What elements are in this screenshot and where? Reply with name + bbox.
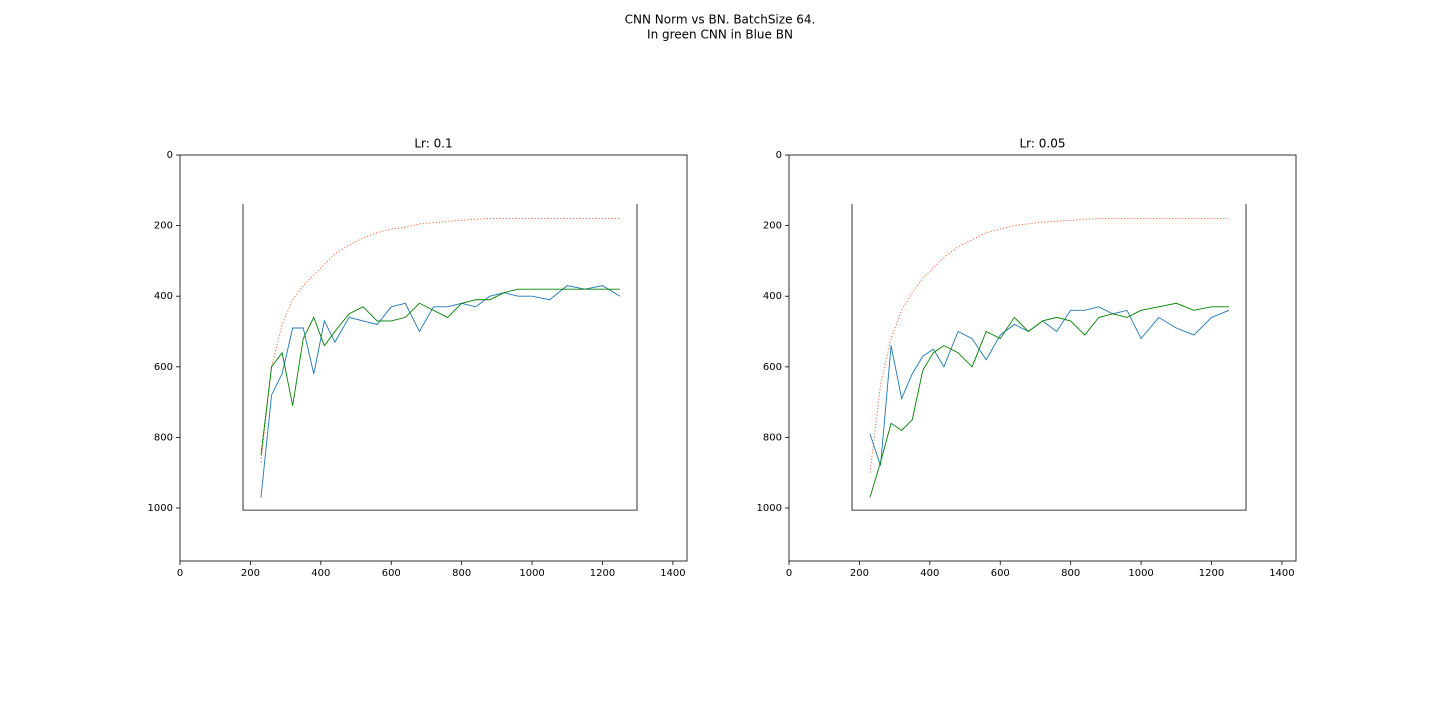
- x-tick-label: 600: [991, 568, 1010, 579]
- series-line: [869, 218, 1230, 473]
- y-tick-label: 1000: [757, 503, 782, 514]
- y-tick-label: 0: [776, 150, 782, 161]
- series-line: [260, 288, 621, 456]
- x-tick-label: 1200: [1199, 568, 1224, 579]
- x-tick-label: 1200: [590, 568, 615, 579]
- x-tick-label: 0: [786, 568, 792, 579]
- x-tick-label: 800: [1061, 568, 1080, 579]
- x-tick-label: 200: [241, 568, 260, 579]
- y-tick-label: 600: [154, 362, 173, 373]
- y-tick-label: 600: [763, 362, 782, 373]
- x-tick-label: 200: [850, 568, 869, 579]
- x-tick-label: 400: [311, 568, 330, 579]
- y-tick-label: 200: [763, 221, 782, 232]
- axes-frame: [788, 154, 1297, 562]
- axes-frame: [179, 154, 688, 562]
- image-frame: [851, 204, 1247, 511]
- series-line: [260, 218, 621, 463]
- y-tick-label: 400: [763, 291, 782, 302]
- series-line: [260, 285, 621, 498]
- y-tick-label: 800: [154, 432, 173, 443]
- series-line: [869, 302, 1230, 498]
- image-frame: [242, 204, 638, 511]
- chart-title: Lr: 0.05: [1020, 137, 1066, 151]
- x-tick-label: 400: [920, 568, 939, 579]
- x-tick-label: 1000: [1128, 568, 1153, 579]
- x-tick-label: 1000: [519, 568, 544, 579]
- figure-title: CNN Norm vs BN. BatchSize 64.: [625, 13, 816, 27]
- y-tick-label: 400: [154, 291, 173, 302]
- y-tick-label: 800: [763, 432, 782, 443]
- y-tick-label: 1000: [148, 503, 173, 514]
- chart-title: Lr: 0.1: [414, 137, 452, 151]
- y-tick-label: 0: [167, 150, 173, 161]
- x-tick-label: 800: [452, 568, 471, 579]
- x-tick-label: 1400: [660, 568, 685, 579]
- y-tick-label: 200: [154, 221, 173, 232]
- x-tick-label: 0: [177, 568, 183, 579]
- x-tick-label: 1400: [1269, 568, 1294, 579]
- figure-subtitle: In green CNN in Blue BN: [647, 28, 793, 42]
- x-tick-label: 600: [382, 568, 401, 579]
